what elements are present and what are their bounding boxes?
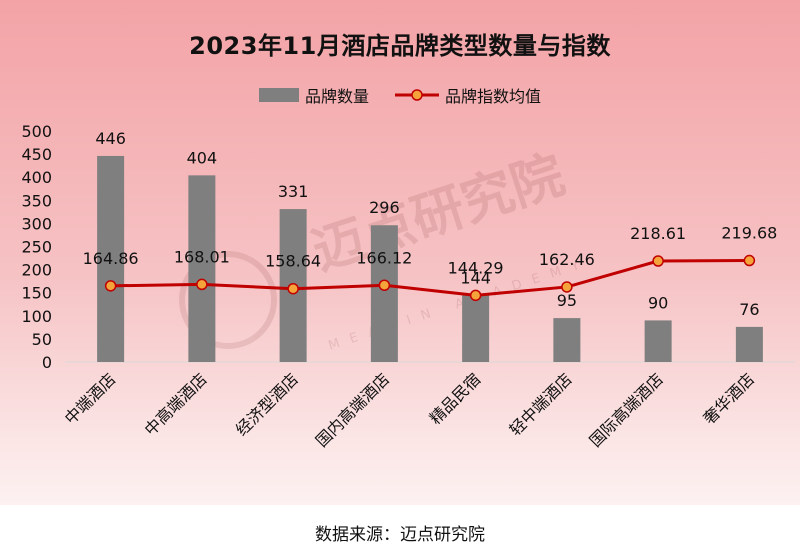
line-value-label: 162.46 bbox=[539, 250, 595, 269]
bar bbox=[735, 326, 763, 362]
line-value-label: 218.61 bbox=[630, 224, 686, 243]
x-tick-label: 奢华酒店 bbox=[700, 369, 759, 428]
bar-series bbox=[97, 155, 763, 362]
x-tick-label: 精品民宿 bbox=[426, 369, 485, 428]
line-point bbox=[287, 282, 299, 295]
line-value-label: 164.86 bbox=[83, 249, 139, 268]
legend: 品牌数量 品牌指数均值 bbox=[0, 83, 800, 107]
x-tick-label: 中端酒店 bbox=[61, 369, 120, 428]
bar bbox=[553, 318, 581, 362]
bar bbox=[644, 320, 672, 362]
chart-background bbox=[0, 0, 800, 505]
bar-value-label: 90 bbox=[648, 293, 668, 312]
bar-value-label: 76 bbox=[739, 300, 759, 319]
x-tick-label: 经济型酒店 bbox=[232, 369, 302, 439]
line-value-label: 166.12 bbox=[356, 248, 412, 267]
x-tick-labels: 中端酒店 中高端酒店 经济型酒店 国内高端酒店 精品民宿 轻中端酒店 国际高端酒店 奢华酒店 bbox=[61, 369, 758, 450]
line-point bbox=[743, 254, 756, 267]
bar-value-label: 446 bbox=[95, 129, 126, 148]
bar bbox=[462, 295, 490, 362]
y-tick-label: 0 bbox=[42, 353, 52, 372]
y-tick-label: 500 bbox=[21, 122, 52, 141]
legend-line-swatch bbox=[395, 89, 439, 101]
y-tick-label: 250 bbox=[21, 238, 52, 257]
bar-value-label: 404 bbox=[187, 148, 218, 167]
plot-area: 迈点研究院 MEADIN ACADEMY 0501001502002503003… bbox=[21, 122, 795, 451]
y-tick-label: 100 bbox=[21, 307, 52, 326]
y-tick-label: 300 bbox=[21, 214, 52, 233]
x-tick-label: 轻中端酒店 bbox=[506, 369, 576, 439]
bar bbox=[370, 225, 398, 362]
legend-bar-swatch bbox=[258, 88, 299, 102]
chart-title: 2023年11月酒店品牌类型数量与指数 bbox=[189, 32, 611, 60]
bar-value-label: 95 bbox=[557, 291, 577, 310]
line-value-label: 168.01 bbox=[174, 247, 230, 266]
bar-value-label: 144 bbox=[460, 268, 491, 287]
y-tick-label: 150 bbox=[21, 284, 52, 303]
line-point bbox=[561, 281, 573, 293]
legend-label-bar: 品牌数量 bbox=[304, 87, 369, 106]
watermark-text: 迈点研究院 bbox=[305, 145, 571, 282]
y-tick-label: 400 bbox=[21, 168, 52, 187]
legend-label-line: 品牌指数均值 bbox=[445, 87, 542, 106]
line-point bbox=[196, 278, 208, 291]
bar bbox=[188, 175, 216, 362]
line-point bbox=[469, 289, 482, 302]
line-value-label: 219.68 bbox=[721, 224, 777, 243]
bar-value-label: 331 bbox=[278, 182, 309, 201]
line-point bbox=[652, 255, 664, 267]
bar-value-label: 296 bbox=[369, 198, 400, 217]
y-tick-label: 200 bbox=[21, 261, 52, 280]
line-point bbox=[104, 280, 117, 292]
legend-item-bar: 品牌数量 bbox=[258, 83, 369, 107]
legend-item-line: 品牌指数均值 bbox=[395, 83, 541, 107]
y-tick-label: 50 bbox=[32, 330, 52, 349]
line-value-label: 144.29 bbox=[448, 258, 504, 277]
axes: 0 50 100 150 200 250 300 350 400 450 500 bbox=[21, 122, 795, 372]
line-path bbox=[110, 259, 750, 297]
line-series bbox=[104, 254, 756, 302]
line-value-label: 158.64 bbox=[265, 252, 321, 271]
line-point bbox=[378, 279, 391, 292]
source-note: 数据来源：迈点研究院 bbox=[315, 525, 485, 545]
y-tick-label: 350 bbox=[21, 191, 52, 210]
x-tick-label: 国际高端酒店 bbox=[586, 369, 667, 450]
x-tick-label: 中高端酒店 bbox=[141, 369, 211, 439]
line-data-labels: 164.86 168.01 158.64 166.12 144.29 162.46 218.… bbox=[83, 224, 778, 278]
y-tick-label: 450 bbox=[21, 145, 52, 164]
bar bbox=[97, 155, 125, 362]
bar-data-labels: 446 404 331 296 144 95 90 76 bbox=[95, 129, 759, 319]
x-tick-label: 国内高端酒店 bbox=[312, 369, 393, 450]
